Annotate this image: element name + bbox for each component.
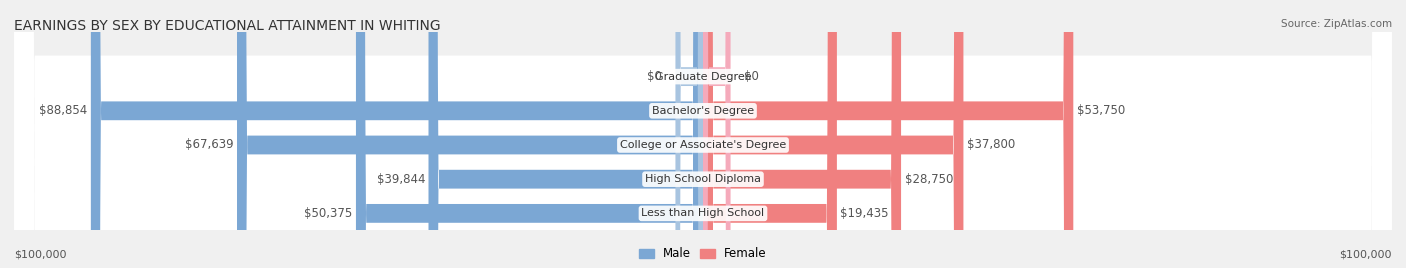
Text: $88,854: $88,854 [39,104,87,117]
Text: $100,000: $100,000 [14,250,66,260]
FancyBboxPatch shape [703,0,837,268]
FancyBboxPatch shape [356,0,703,268]
Text: Bachelor's Degree: Bachelor's Degree [652,106,754,116]
FancyBboxPatch shape [703,0,901,268]
Text: $100,000: $100,000 [1340,250,1392,260]
FancyBboxPatch shape [14,0,1392,268]
Text: $0: $0 [647,70,662,83]
FancyBboxPatch shape [91,0,703,268]
FancyBboxPatch shape [14,0,1392,268]
FancyBboxPatch shape [14,0,1392,268]
Text: High School Diploma: High School Diploma [645,174,761,184]
Text: $53,750: $53,750 [1077,104,1125,117]
FancyBboxPatch shape [703,0,731,268]
FancyBboxPatch shape [675,0,703,268]
Text: $39,844: $39,844 [377,173,425,186]
Text: $19,435: $19,435 [841,207,889,220]
Text: Source: ZipAtlas.com: Source: ZipAtlas.com [1281,19,1392,29]
FancyBboxPatch shape [14,0,1392,268]
FancyBboxPatch shape [703,0,963,268]
Legend: Male, Female: Male, Female [640,247,766,260]
FancyBboxPatch shape [703,0,1073,268]
Text: Less than High School: Less than High School [641,209,765,218]
FancyBboxPatch shape [14,0,1392,268]
Text: Graduate Degree: Graduate Degree [655,72,751,82]
Text: $0: $0 [744,70,759,83]
Text: $28,750: $28,750 [904,173,953,186]
Text: EARNINGS BY SEX BY EDUCATIONAL ATTAINMENT IN WHITING: EARNINGS BY SEX BY EDUCATIONAL ATTAINMEN… [14,19,440,33]
FancyBboxPatch shape [429,0,703,268]
Text: College or Associate's Degree: College or Associate's Degree [620,140,786,150]
FancyBboxPatch shape [238,0,703,268]
Text: $37,800: $37,800 [967,139,1015,151]
Text: $50,375: $50,375 [304,207,353,220]
Text: $67,639: $67,639 [186,139,233,151]
